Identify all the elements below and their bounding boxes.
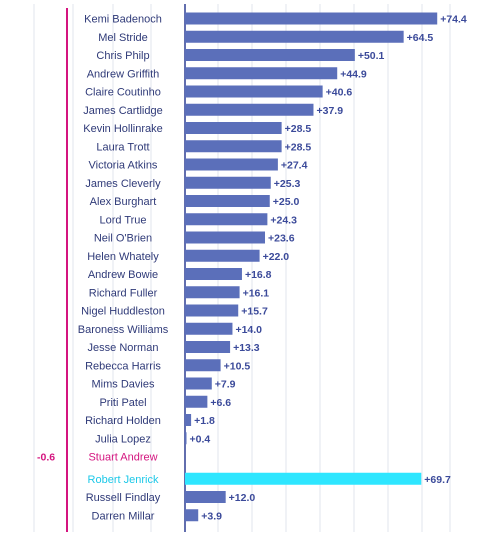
value-label-richard-fuller: +16.1 bbox=[243, 287, 270, 299]
bar-chris-philp bbox=[185, 49, 355, 61]
value-label-andrew-bowie: +16.8 bbox=[245, 269, 272, 281]
value-label-claire-coutinho: +40.6 bbox=[326, 87, 353, 99]
value-label-robert-jenrick: +69.7 bbox=[424, 474, 451, 486]
category-label-kevin-hollinrake: Kevin Hollinrake bbox=[83, 123, 162, 135]
value-label-richard-holden: +1.8 bbox=[194, 415, 215, 427]
bar-james-cleverly bbox=[185, 176, 271, 189]
bar-andrew-bowie bbox=[185, 268, 242, 280]
bar-julia-lopez bbox=[185, 432, 187, 445]
bar-laura-trott bbox=[185, 140, 282, 153]
bar-richard-holden bbox=[185, 414, 192, 426]
category-label-neil-o-brien: Neil O'Brien bbox=[94, 233, 152, 245]
value-label-jesse-norman: +13.3 bbox=[233, 342, 260, 354]
bar-russell-findlay bbox=[185, 491, 226, 503]
bar-priti-patel bbox=[185, 395, 208, 408]
category-label-mel-stride: Mel Stride bbox=[98, 32, 148, 44]
category-label-nigel-huddleston: Nigel Huddleston bbox=[81, 306, 165, 318]
bar-andrew-griffith bbox=[185, 67, 338, 80]
category-label-helen-whately: Helen Whately bbox=[87, 251, 159, 263]
value-label-alex-burghart: +25.0 bbox=[273, 196, 300, 208]
value-label-james-cartlidge: +37.9 bbox=[316, 105, 343, 117]
category-label-kemi-badenoch: Kemi Badenoch bbox=[84, 14, 162, 26]
value-label-mel-stride: +64.5 bbox=[407, 32, 434, 44]
bar-claire-coutinho bbox=[185, 85, 323, 98]
category-label-laura-trott: Laura Trott bbox=[96, 141, 149, 153]
bar-lord-true bbox=[185, 213, 268, 226]
value-label-neil-o-brien: +23.6 bbox=[268, 233, 295, 245]
bar-jesse-norman bbox=[185, 341, 231, 353]
value-label-victoria-atkins: +27.4 bbox=[281, 160, 308, 172]
value-label-james-cleverly: +25.3 bbox=[274, 178, 301, 190]
category-label-mims-davies: Mims Davies bbox=[92, 379, 155, 391]
value-label-baroness-williams: +14.0 bbox=[235, 324, 262, 336]
value-label-helen-whately: +22.0 bbox=[263, 251, 290, 263]
bar-james-cartlidge bbox=[185, 103, 314, 116]
category-label-rebecca-harris: Rebecca Harris bbox=[85, 360, 161, 372]
bar-alex-burghart bbox=[185, 195, 270, 207]
value-label-nigel-huddleston: +15.7 bbox=[241, 306, 268, 318]
value-label-kemi-badenoch: +74.4 bbox=[440, 14, 467, 26]
category-label-chris-philp: Chris Philp bbox=[96, 50, 149, 62]
category-label-baroness-williams: Baroness Williams bbox=[78, 324, 169, 336]
category-label-russell-findlay: Russell Findlay bbox=[86, 492, 161, 504]
category-label-andrew-bowie: Andrew Bowie bbox=[88, 269, 158, 281]
bar-victoria-atkins bbox=[185, 158, 278, 171]
value-label-andrew-griffith: +44.9 bbox=[340, 68, 367, 80]
value-label-laura-trott: +28.5 bbox=[285, 141, 312, 153]
bar-neil-o-brien bbox=[185, 231, 266, 244]
category-label-andrew-griffith: Andrew Griffith bbox=[87, 68, 160, 80]
bar-kemi-badenoch bbox=[185, 12, 438, 25]
category-label-jesse-norman: Jesse Norman bbox=[88, 342, 159, 354]
bar-mims-davies bbox=[185, 377, 212, 390]
category-label-alex-burghart: Alex Burghart bbox=[90, 196, 157, 208]
bar-nigel-huddleston bbox=[185, 304, 239, 317]
category-label-lord-true: Lord True bbox=[99, 214, 146, 226]
value-label-lord-true: +24.3 bbox=[270, 214, 297, 226]
bar-darren-millar bbox=[185, 509, 199, 522]
category-label-robert-jenrick: Robert Jenrick bbox=[88, 474, 159, 486]
bar-helen-whately bbox=[185, 249, 260, 262]
value-label-rebecca-harris: +10.5 bbox=[224, 360, 251, 372]
category-label-richard-holden: Richard Holden bbox=[85, 415, 161, 427]
value-label-russell-findlay: +12.0 bbox=[229, 492, 256, 504]
value-label-stuart-andrew: -0.6 bbox=[37, 452, 55, 464]
bar-rebecca-harris bbox=[185, 359, 221, 372]
category-label-julia-lopez: Julia Lopez bbox=[95, 433, 151, 445]
category-label-priti-patel: Priti Patel bbox=[99, 397, 146, 409]
value-label-kevin-hollinrake: +28.5 bbox=[285, 123, 312, 135]
bar-richard-fuller bbox=[185, 286, 240, 299]
category-label-richard-fuller: Richard Fuller bbox=[89, 287, 158, 299]
category-label-claire-coutinho: Claire Coutinho bbox=[85, 87, 161, 99]
category-label-stuart-andrew: Stuart Andrew bbox=[88, 452, 157, 464]
bar-mel-stride bbox=[185, 30, 404, 43]
category-label-darren-millar: Darren Millar bbox=[92, 510, 155, 522]
bar-baroness-williams bbox=[185, 322, 233, 335]
value-label-priti-patel: +6.6 bbox=[210, 397, 231, 409]
bar-kevin-hollinrake bbox=[185, 122, 282, 134]
bar-robert-jenrick bbox=[185, 472, 422, 485]
value-label-mims-davies: +7.9 bbox=[215, 379, 236, 391]
category-label-james-cleverly: James Cleverly bbox=[85, 178, 161, 190]
value-label-chris-philp: +50.1 bbox=[358, 50, 385, 62]
category-label-james-cartlidge: James Cartlidge bbox=[83, 105, 162, 117]
category-label-victoria-atkins: Victoria Atkins bbox=[89, 160, 158, 172]
value-label-darren-millar: +3.9 bbox=[201, 510, 222, 522]
value-label-julia-lopez: +0.4 bbox=[190, 433, 211, 445]
